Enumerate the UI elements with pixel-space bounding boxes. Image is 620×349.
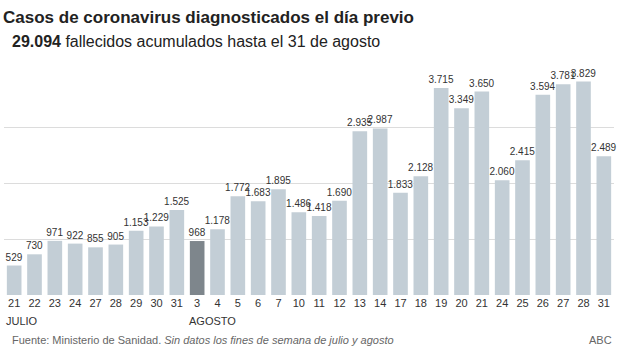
svg-text:3: 3 xyxy=(194,297,200,309)
svg-text:2.060: 2.060 xyxy=(489,166,514,177)
svg-text:7: 7 xyxy=(275,297,281,309)
svg-text:21: 21 xyxy=(476,297,488,309)
svg-text:1.418: 1.418 xyxy=(306,202,331,213)
svg-text:21: 21 xyxy=(8,297,20,309)
svg-text:855: 855 xyxy=(87,233,104,244)
svg-text:4: 4 xyxy=(214,297,220,309)
svg-text:3.594: 3.594 xyxy=(530,81,555,92)
svg-text:1.525: 1.525 xyxy=(164,196,189,207)
svg-text:26: 26 xyxy=(537,297,549,309)
svg-text:29: 29 xyxy=(130,297,142,309)
svg-text:2.935: 2.935 xyxy=(347,117,372,128)
svg-text:19: 19 xyxy=(435,297,447,309)
svg-text:1.178: 1.178 xyxy=(205,215,230,226)
svg-text:968: 968 xyxy=(189,227,206,238)
svg-text:31: 31 xyxy=(598,297,610,309)
svg-text:1.683: 1.683 xyxy=(245,187,270,198)
svg-text:3.715: 3.715 xyxy=(428,74,453,85)
svg-text:1.895: 1.895 xyxy=(266,175,291,186)
svg-text:18: 18 xyxy=(415,297,427,309)
svg-text:27: 27 xyxy=(89,297,101,309)
svg-text:25: 25 xyxy=(516,297,528,309)
svg-text:1.772: 1.772 xyxy=(225,182,250,193)
svg-text:3.650: 3.650 xyxy=(469,78,494,89)
svg-text:11: 11 xyxy=(313,297,324,309)
svg-text:28: 28 xyxy=(577,297,589,309)
svg-text:28: 28 xyxy=(110,297,122,309)
svg-text:27: 27 xyxy=(557,297,569,309)
svg-text:31: 31 xyxy=(171,297,183,309)
svg-text:JULIO: JULIO xyxy=(6,315,38,327)
svg-text:1.229: 1.229 xyxy=(144,212,169,223)
svg-text:Fuente: Ministerio de Sanidad.: Fuente: Ministerio de Sanidad. Sin datos… xyxy=(12,334,394,346)
svg-text:29.094 fallecidos acumulados h: 29.094 fallecidos acumulados hasta el 31… xyxy=(12,33,380,50)
svg-text:2.489: 2.489 xyxy=(591,142,616,153)
svg-text:3.829: 3.829 xyxy=(571,68,596,79)
svg-text:12: 12 xyxy=(333,297,345,309)
svg-text:905: 905 xyxy=(107,231,124,242)
svg-text:2.415: 2.415 xyxy=(510,146,535,157)
svg-text:22: 22 xyxy=(28,297,40,309)
svg-text:2.987: 2.987 xyxy=(367,114,392,125)
svg-text:17: 17 xyxy=(394,297,406,309)
svg-text:20: 20 xyxy=(455,297,467,309)
svg-text:1.833: 1.833 xyxy=(388,179,413,190)
svg-text:ABC: ABC xyxy=(589,334,612,346)
svg-text:6: 6 xyxy=(255,297,261,309)
svg-text:529: 529 xyxy=(6,252,23,263)
svg-text:AGOSTO: AGOSTO xyxy=(189,315,236,327)
svg-text:3.349: 3.349 xyxy=(449,94,474,105)
svg-text:30: 30 xyxy=(150,297,162,309)
svg-text:13: 13 xyxy=(354,297,366,309)
svg-text:23: 23 xyxy=(49,297,61,309)
svg-text:3.781: 3.781 xyxy=(550,70,575,81)
svg-text:24: 24 xyxy=(69,297,81,309)
svg-text:971: 971 xyxy=(46,227,63,238)
svg-text:24: 24 xyxy=(496,297,508,309)
svg-text:14: 14 xyxy=(374,297,386,309)
svg-text:730: 730 xyxy=(26,240,43,251)
svg-text:922: 922 xyxy=(67,230,84,241)
svg-text:1.690: 1.690 xyxy=(327,187,352,198)
svg-text:1.486: 1.486 xyxy=(286,198,311,209)
svg-text:5: 5 xyxy=(235,297,241,309)
svg-text:2.128: 2.128 xyxy=(408,162,433,173)
svg-text:10: 10 xyxy=(293,297,305,309)
svg-text:Casos de coronavirus diagnosti: Casos de coronavirus diagnosticados el d… xyxy=(3,8,414,27)
svg-text:1.153: 1.153 xyxy=(123,217,148,228)
